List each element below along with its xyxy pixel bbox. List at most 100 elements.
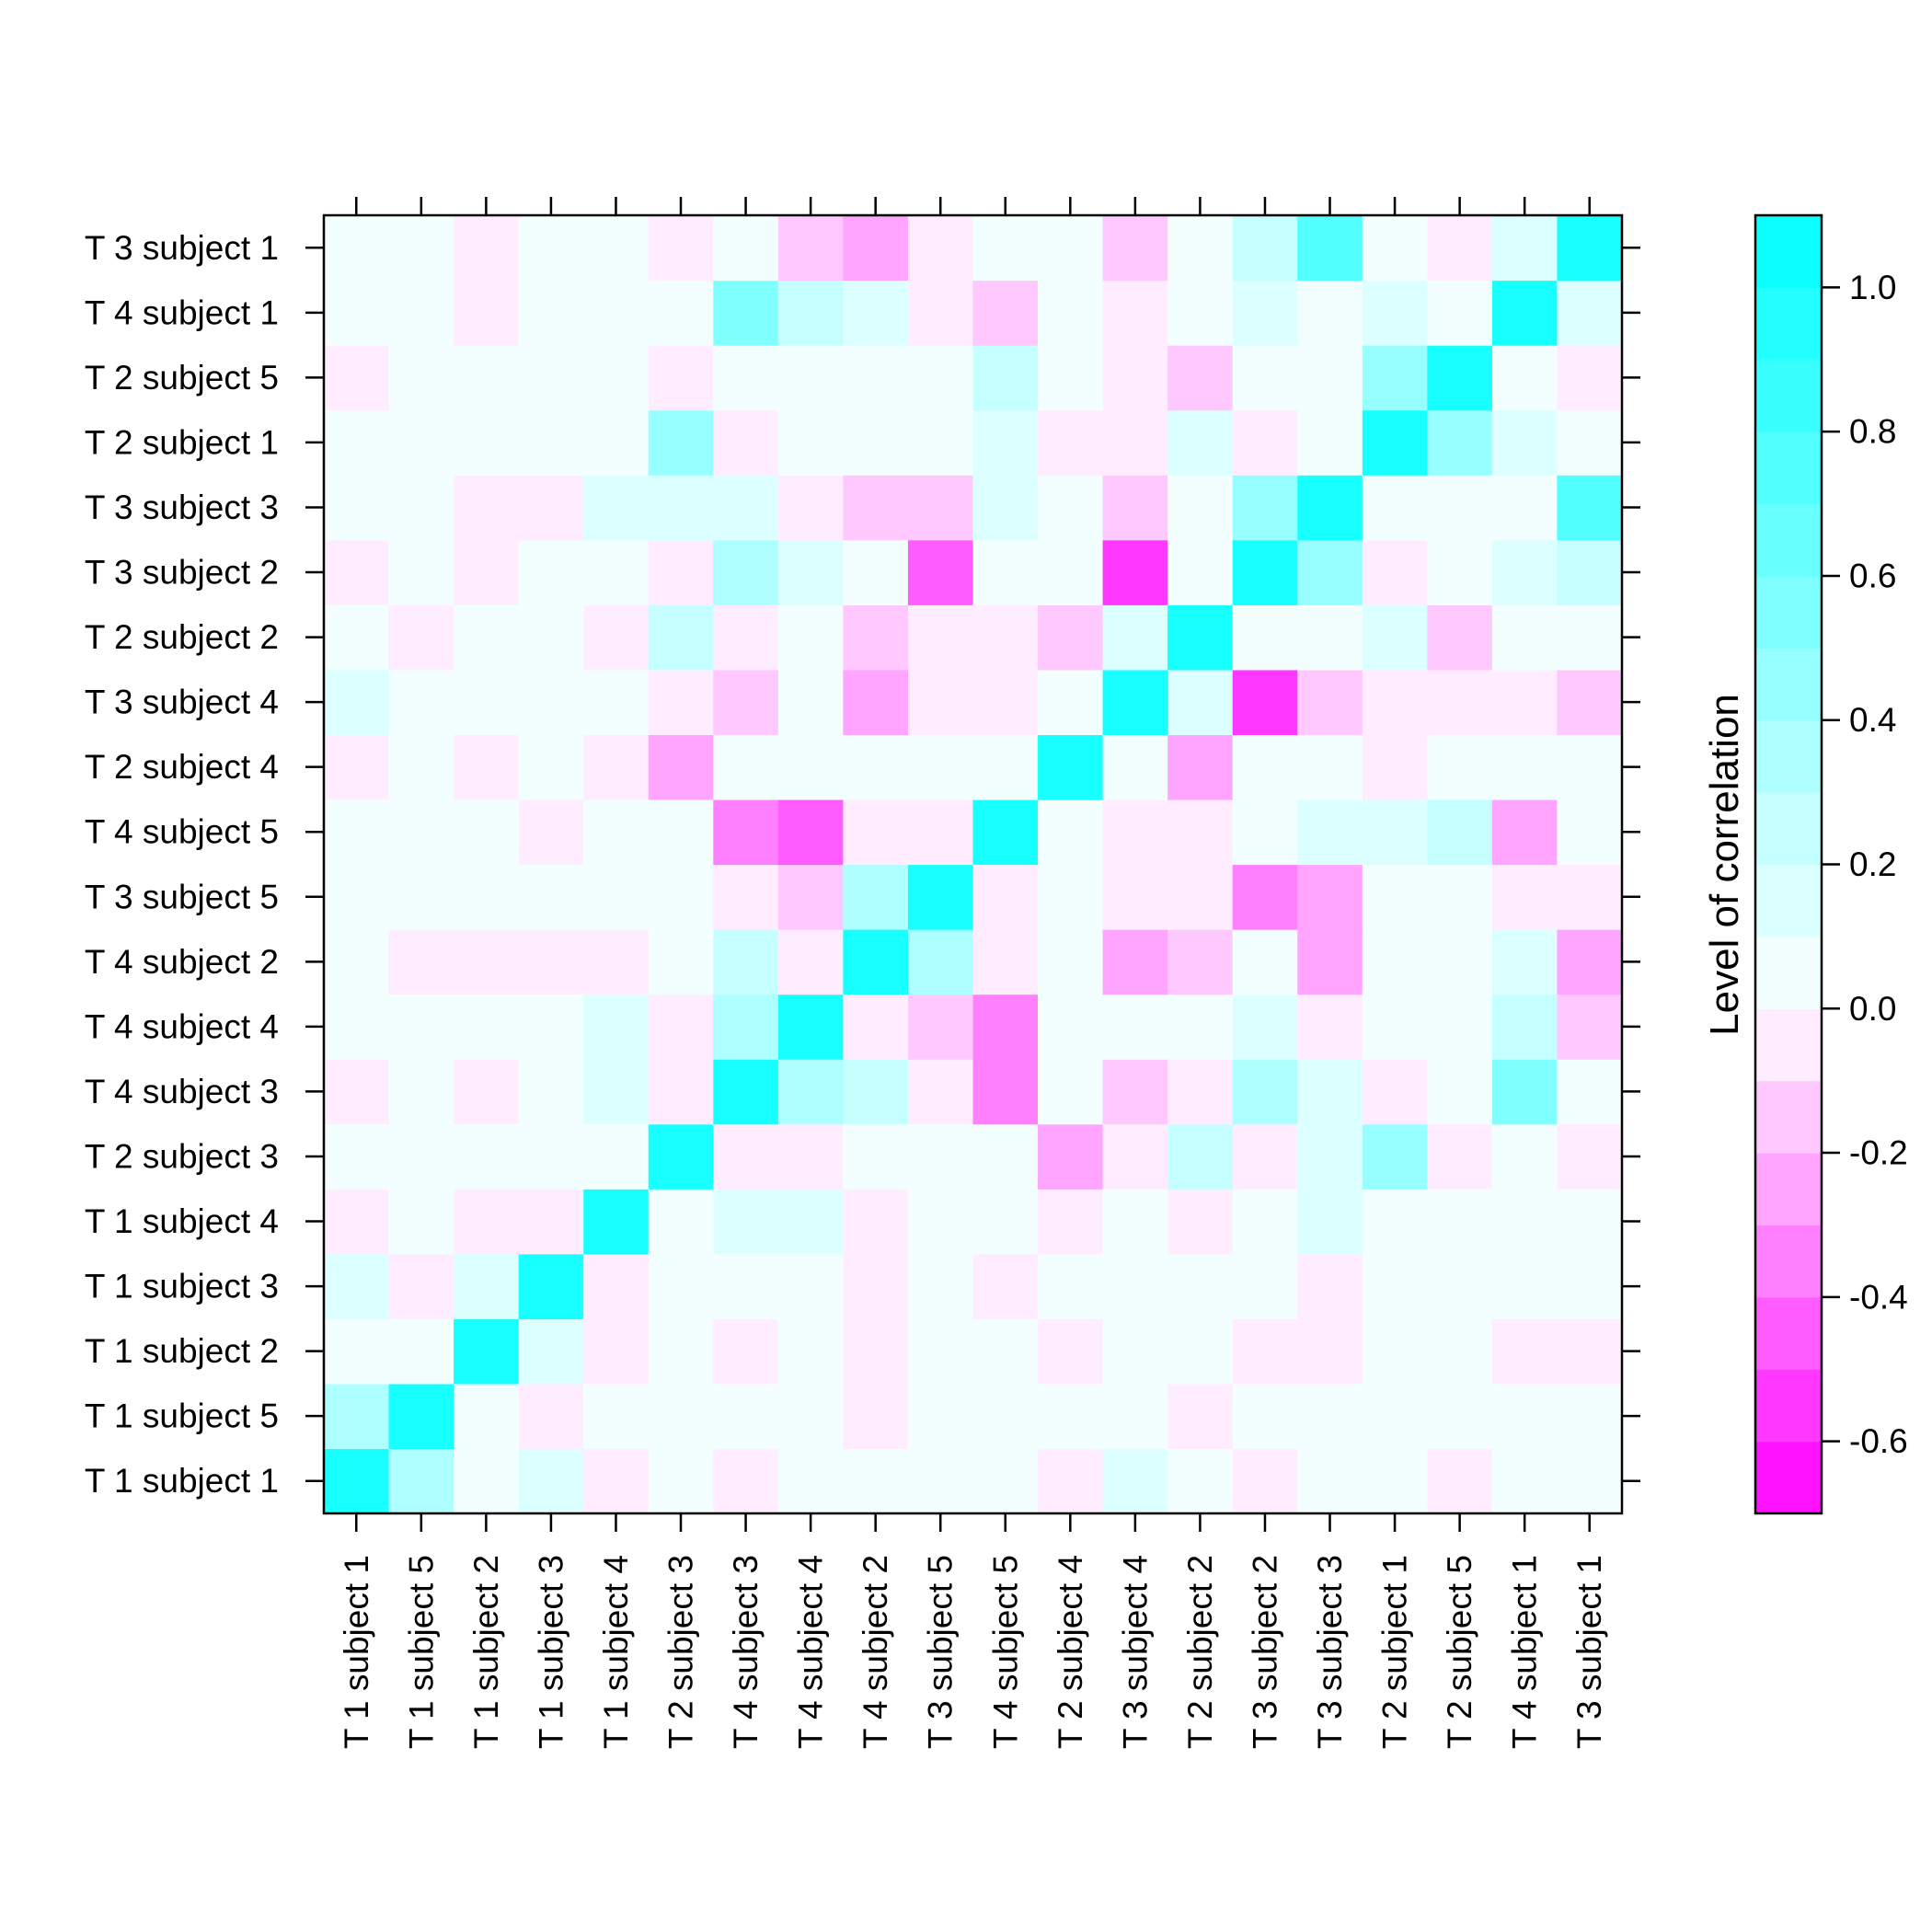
- heatmap-cell: [778, 1254, 844, 1319]
- heatmap-cell: [1103, 604, 1168, 670]
- heatmap-cell: [1038, 410, 1103, 476]
- heatmap-cell: [843, 1448, 908, 1513]
- heatmap-cell: [1297, 1124, 1363, 1190]
- heatmap-cell: [583, 1318, 649, 1384]
- heatmap-cell: [324, 995, 389, 1060]
- heatmap-cell: [454, 1124, 519, 1190]
- heatmap-cell: [1427, 281, 1492, 346]
- y-tick-label: T 1 subject 2: [85, 1332, 279, 1370]
- heatmap-cell: [843, 345, 908, 410]
- heatmap-cell: [1233, 604, 1298, 670]
- heatmap-cell: [843, 1059, 908, 1124]
- colorbar-band: [1755, 360, 1822, 432]
- heatmap-cell: [778, 929, 844, 995]
- colorbar-tick-label: 1.0: [1849, 269, 1896, 306]
- heatmap-cell: [649, 995, 714, 1060]
- heatmap-cell: [389, 475, 454, 540]
- heatmap-cell: [908, 1254, 973, 1319]
- heatmap-cell: [1167, 1448, 1233, 1513]
- heatmap-cell: [1233, 995, 1298, 1060]
- heatmap-cell: [649, 475, 714, 540]
- heatmap-cell: [1363, 929, 1428, 995]
- heatmap-cell: [1557, 799, 1622, 865]
- heatmap-cell: [908, 1448, 973, 1513]
- heatmap-cell: [973, 1059, 1039, 1124]
- x-tick-label: T 4 subject 1: [1506, 1555, 1544, 1749]
- heatmap-cell: [649, 345, 714, 410]
- y-tick-label: T 1 subject 1: [85, 1462, 279, 1500]
- heatmap-cell: [1427, 929, 1492, 995]
- heatmap-cell: [713, 995, 778, 1060]
- heatmap-cell: [454, 1448, 519, 1513]
- heatmap-cell: [973, 929, 1039, 995]
- heatmap-cell: [389, 604, 454, 670]
- heatmap-cell: [519, 281, 584, 346]
- heatmap-cell: [1103, 1448, 1168, 1513]
- heatmap-cell: [1557, 929, 1622, 995]
- heatmap-cell: [1492, 670, 1558, 735]
- heatmap-cell: [1492, 475, 1558, 540]
- heatmap-cell: [519, 1124, 584, 1190]
- heatmap-cell: [1363, 540, 1428, 605]
- heatmap-cell: [324, 475, 389, 540]
- heatmap-cell: [1297, 1318, 1363, 1384]
- heatmap-cell: [1363, 865, 1428, 930]
- heatmap-cell: [583, 345, 649, 410]
- heatmap-cell: [973, 345, 1039, 410]
- heatmap-cell: [843, 215, 908, 281]
- heatmap-cell: [1363, 734, 1428, 799]
- colorbar-band: [1755, 1153, 1822, 1225]
- x-tick-label: T 1 subject 2: [467, 1555, 505, 1749]
- heatmap-cell: [843, 799, 908, 865]
- colorbar-ticks: -0.6 -0.4 -0.2 0.0 0.2 0.4 0.6 0.8 1.0: [1822, 269, 1908, 1460]
- heatmap-cell: [389, 995, 454, 1060]
- heatmap-cell: [778, 670, 844, 735]
- y-tick-label: T 2 subject 5: [85, 359, 279, 397]
- heatmap-cell: [1167, 1189, 1233, 1254]
- heatmap-cell: [1233, 1318, 1298, 1384]
- heatmap-cell: [778, 604, 844, 670]
- heatmap-cell: [1492, 604, 1558, 670]
- heatmap-cell: [843, 1124, 908, 1190]
- heatmap-cell: [1492, 734, 1558, 799]
- heatmap-cell: [908, 799, 973, 865]
- heatmap-cell: [1233, 1189, 1298, 1254]
- heatmap-cell: [1038, 995, 1103, 1060]
- heatmap-cell: [1297, 1189, 1363, 1254]
- heatmap-cell: [908, 1189, 973, 1254]
- y-tick-label: T 1 subject 3: [85, 1268, 279, 1305]
- heatmap-cell: [1427, 1189, 1492, 1254]
- y-tick-label: T 4 subject 4: [85, 1007, 279, 1045]
- heatmap-cell: [1427, 1124, 1492, 1190]
- heatmap-cell: [1233, 1059, 1298, 1124]
- heatmap-cell: [1363, 1189, 1428, 1254]
- heatmap-cell: [1297, 540, 1363, 605]
- heatmap-cell: [1038, 670, 1103, 735]
- heatmap-cell: [1038, 865, 1103, 930]
- heatmap-cell: [778, 1318, 844, 1384]
- heatmap-cell: [519, 1318, 584, 1384]
- heatmap-cell: [1103, 281, 1168, 346]
- heatmap-cell: [324, 281, 389, 346]
- heatmap-cell: [973, 1384, 1039, 1449]
- heatmap-cell: [519, 1448, 584, 1513]
- heatmap-cell: [713, 734, 778, 799]
- heatmap-cell: [1297, 215, 1363, 281]
- heatmap-cell: [908, 215, 973, 281]
- heatmap-cell: [519, 995, 584, 1060]
- colorbar-band: [1755, 287, 1822, 360]
- y-tick-label: T 3 subject 1: [85, 229, 279, 267]
- y-tick-label: T 4 subject 3: [85, 1073, 279, 1110]
- heatmap-cell: [1038, 799, 1103, 865]
- heatmap-cell: [389, 1254, 454, 1319]
- heatmap-cell: [908, 604, 973, 670]
- heatmap-cell: [778, 215, 844, 281]
- heatmap-cell: [1297, 929, 1363, 995]
- heatmap-cell: [1427, 215, 1492, 281]
- heatmap-cell: [1363, 215, 1428, 281]
- heatmap-cell: [324, 1448, 389, 1513]
- heatmap-cell: [1038, 215, 1103, 281]
- heatmap-cell: [519, 670, 584, 735]
- heatmap-cell: [1363, 604, 1428, 670]
- heatmap-cell: [1233, 1254, 1298, 1319]
